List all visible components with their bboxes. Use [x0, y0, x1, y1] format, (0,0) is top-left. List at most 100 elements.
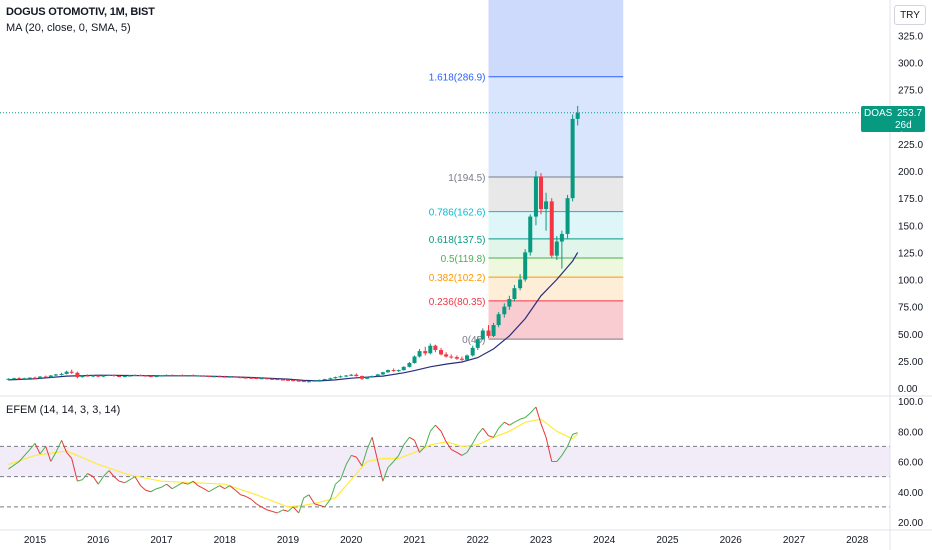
- fib-zone: [488, 211, 624, 239]
- time-tick-label: 2024: [593, 535, 616, 546]
- candle: [206, 375, 211, 378]
- candle: [38, 376, 43, 379]
- candle-body: [417, 351, 422, 357]
- candle: [243, 376, 248, 379]
- candle: [528, 214, 533, 256]
- candle-body: [159, 375, 164, 377]
- candle-body: [360, 376, 365, 379]
- candle-body: [533, 176, 538, 217]
- candle: [459, 356, 464, 361]
- price-tick-label: 275.0: [898, 86, 923, 97]
- oscillator-segment: [466, 443, 474, 453]
- symbol-title[interactable]: DOGUS OTOMOTIV, 1M, BIST: [6, 6, 155, 18]
- candle: [138, 374, 143, 377]
- time-tick-label: 2025: [656, 535, 679, 546]
- candle: [454, 355, 459, 360]
- oscillator-segment: [504, 421, 510, 426]
- candle-body: [59, 373, 64, 375]
- candle-body: [186, 375, 191, 377]
- oscillator-segment: [66, 452, 73, 459]
- candle-body: [80, 375, 85, 378]
- currency-button[interactable]: TRY: [894, 5, 926, 25]
- candle-body: [486, 330, 491, 336]
- oscillator-segment: [229, 485, 236, 491]
- oscillator-segment: [224, 485, 231, 490]
- time-tick-label: 2023: [530, 535, 553, 546]
- candle: [132, 374, 137, 377]
- candle-body: [138, 374, 143, 376]
- candle-body: [117, 376, 122, 378]
- candle: [270, 378, 275, 380]
- ma-legend[interactable]: MA (20, close, 0, SMA, 5): [6, 22, 131, 34]
- candle-body: [496, 314, 501, 326]
- indicator-legend[interactable]: EFEM (14, 14, 3, 3, 14): [6, 404, 121, 416]
- candle: [338, 375, 343, 378]
- oscillator-segment: [34, 443, 41, 455]
- price-tag-value: 253.7: [897, 108, 923, 119]
- oscillator-segment: [187, 480, 194, 485]
- fib-level-label: 0.5(119.8): [441, 254, 486, 265]
- candle-body: [570, 118, 575, 199]
- candle: [533, 171, 538, 226]
- candle: [539, 173, 543, 215]
- time-tick-label: 2016: [87, 535, 110, 546]
- oscillator-segment: [129, 476, 136, 481]
- candle: [33, 376, 37, 379]
- oscillator-segment: [97, 476, 104, 485]
- candle: [570, 114, 575, 202]
- candle-body: [238, 377, 243, 379]
- oscillator-pane[interactable]: [0, 406, 890, 514]
- fib-level-label: 0.382(102.2): [429, 273, 486, 284]
- candle-body: [206, 376, 211, 378]
- oscillator-tick-label: 60.00: [898, 458, 923, 469]
- time-tick-label: 2026: [720, 535, 743, 546]
- candle: [475, 337, 480, 351]
- oscillator-segment: [298, 497, 305, 514]
- candle: [107, 374, 112, 377]
- candle-body: [328, 378, 333, 380]
- price-tick-label: 200.0: [898, 167, 923, 178]
- candle: [122, 375, 127, 378]
- candle-body: [38, 376, 43, 379]
- candle: [275, 378, 280, 381]
- fib-zone: [488, 76, 624, 177]
- candle-body: [69, 371, 74, 373]
- oscillator-segment: [18, 449, 31, 462]
- oscillator-segment: [39, 446, 47, 455]
- price-tick-label: 150.0: [898, 221, 923, 232]
- time-tick-label: 2015: [24, 535, 47, 546]
- candle: [512, 284, 517, 302]
- candle-body: [322, 379, 327, 381]
- candle-body: [22, 378, 27, 380]
- candle-body: [354, 374, 359, 377]
- oscillator-segment: [182, 482, 189, 485]
- candle-body: [243, 377, 248, 379]
- candle: [259, 377, 264, 380]
- candle: [380, 371, 385, 375]
- candle-body: [227, 376, 232, 378]
- candle-body: [222, 376, 227, 378]
- candle: [439, 347, 444, 356]
- oscillator-segment: [482, 427, 489, 437]
- price-tick-label: 25.00: [898, 357, 923, 368]
- candle-body: [449, 356, 454, 358]
- price-tick-label: 300.0: [898, 59, 923, 70]
- candle: [507, 295, 512, 310]
- oscillator-segment: [29, 443, 36, 450]
- candle-body: [375, 374, 380, 377]
- oscillator-segment: [329, 484, 336, 500]
- candle-body: [143, 375, 148, 377]
- candle: [370, 375, 375, 378]
- candle-body: [333, 377, 338, 379]
- oscillator-segment: [424, 431, 431, 447]
- price-pane[interactable]: 0(45) 0.236(80.35) 0.382(102.2) 0.5(119.8) 0…: [0, 0, 890, 383]
- candle: [286, 379, 290, 381]
- candle-body: [470, 347, 475, 356]
- oscillator-segment: [393, 455, 400, 462]
- candle: [391, 368, 396, 372]
- oscillator-segment: [87, 473, 94, 478]
- oscillator-segment: [145, 489, 151, 493]
- candle-body: [454, 357, 459, 359]
- candle-body: [380, 372, 385, 375]
